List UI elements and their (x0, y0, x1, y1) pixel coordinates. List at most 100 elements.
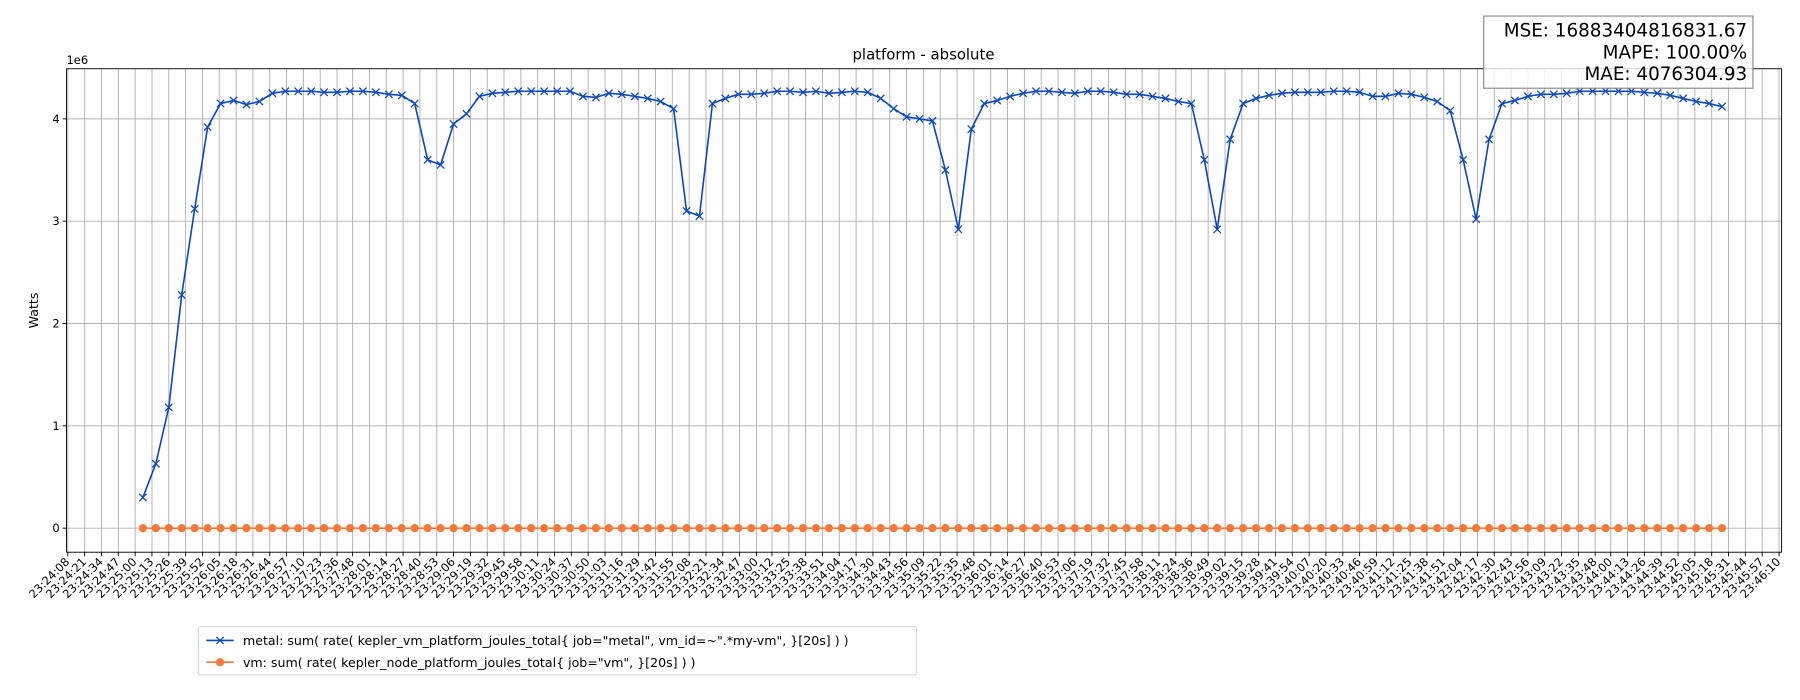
dot-marker (734, 524, 743, 533)
dot-marker (1031, 524, 1041, 533)
dot-marker (1407, 524, 1416, 533)
x-marker (1679, 94, 1688, 103)
dot-marker (824, 524, 834, 533)
dot-marker (669, 524, 678, 533)
x-marker (1316, 88, 1325, 97)
legend: metal: sum( rate( kepler_vm_platform_jou… (197, 626, 918, 676)
x-marker (915, 114, 924, 123)
x-marker (1161, 94, 1170, 103)
dot-marker (1277, 524, 1287, 533)
dot-marker (1135, 524, 1144, 533)
x-marker (747, 90, 756, 99)
x-marker (190, 204, 199, 214)
dot-marker (540, 524, 549, 533)
dot-marker (138, 524, 148, 533)
x-marker (1264, 91, 1274, 100)
x-marker (229, 96, 238, 105)
x-marker (1329, 87, 1338, 96)
dot-marker (617, 524, 626, 533)
dot-marker (1510, 524, 1520, 533)
dot-marker (928, 524, 937, 533)
x-marker (591, 93, 601, 102)
dot-marker (850, 524, 859, 533)
axes-layer: 23:24:0823:24:2123:24:3423:24:4723:25:00… (26, 112, 1783, 601)
dot-marker (1575, 524, 1584, 533)
dot-marker (902, 524, 911, 533)
x-marker (643, 94, 652, 103)
x-marker (928, 116, 937, 126)
x-marker (1381, 92, 1390, 101)
dot-marker (1484, 524, 1494, 533)
x-marker (138, 493, 148, 502)
dot-marker (760, 524, 769, 533)
dot-marker (332, 524, 342, 533)
dot-marker (177, 524, 186, 533)
dot-marker (1562, 524, 1571, 533)
y-tick-label: 3 (52, 214, 59, 228)
x-marker (1187, 99, 1196, 108)
x-marker (1122, 90, 1131, 99)
annotation-frame (1483, 15, 1754, 89)
dot-marker (242, 524, 251, 533)
x-marker (1213, 225, 1222, 234)
dot-marker (294, 524, 303, 533)
dot-marker (1614, 524, 1623, 533)
x-marker (1200, 155, 1209, 164)
x-marker (1407, 90, 1416, 99)
x-marker (889, 104, 898, 113)
dot-marker (682, 524, 691, 533)
dot-marker (993, 524, 1002, 533)
x-marker (1614, 87, 1623, 96)
y-tick-label: 1 (52, 419, 59, 433)
annotation-line: MAE: 4076304.93 (1584, 64, 1747, 85)
x-marker (1135, 90, 1144, 99)
grid-layer (66, 68, 1782, 553)
dot-marker (643, 524, 652, 533)
dot-marker (1717, 524, 1727, 533)
x-marker (967, 124, 976, 134)
dot-marker (1381, 524, 1390, 533)
x-marker (565, 87, 575, 96)
dot-marker (216, 524, 225, 533)
dot-marker (1303, 524, 1312, 533)
legend-marker (215, 658, 225, 667)
dot-marker (203, 524, 212, 533)
dot-marker (604, 524, 614, 533)
x-marker (708, 99, 717, 108)
dot-marker (371, 524, 381, 533)
dot-marker (1264, 524, 1274, 533)
dot-marker (1497, 524, 1507, 533)
x-marker (617, 90, 626, 99)
x-marker (501, 88, 510, 97)
x-marker (436, 160, 445, 170)
x-marker (954, 225, 963, 234)
x-marker (320, 88, 329, 97)
x-marker (980, 99, 989, 108)
x-marker (371, 88, 380, 97)
x-marker (1666, 91, 1675, 100)
dot-marker (1251, 524, 1261, 533)
x-marker (1006, 92, 1015, 101)
x-marker (1601, 87, 1610, 96)
dot-marker (1316, 524, 1325, 533)
dot-marker (436, 524, 445, 533)
dot-marker (1420, 524, 1429, 533)
dot-marker (1692, 524, 1701, 533)
x-marker (462, 109, 471, 118)
dot-marker (1601, 524, 1610, 533)
x-marker (941, 165, 950, 175)
x-marker (527, 87, 536, 96)
dot-marker (397, 524, 406, 533)
dot-marker (462, 524, 471, 533)
x-marker (1536, 90, 1545, 99)
dot-marker (1666, 524, 1675, 533)
y-tick-label: 2 (52, 317, 59, 331)
x-marker (216, 99, 225, 108)
x-marker (384, 90, 393, 99)
x-marker (785, 87, 795, 96)
dot-marker (384, 524, 393, 533)
dot-marker (1226, 524, 1235, 533)
y-tick-label: 0 (52, 521, 59, 535)
x-marker (760, 89, 769, 98)
